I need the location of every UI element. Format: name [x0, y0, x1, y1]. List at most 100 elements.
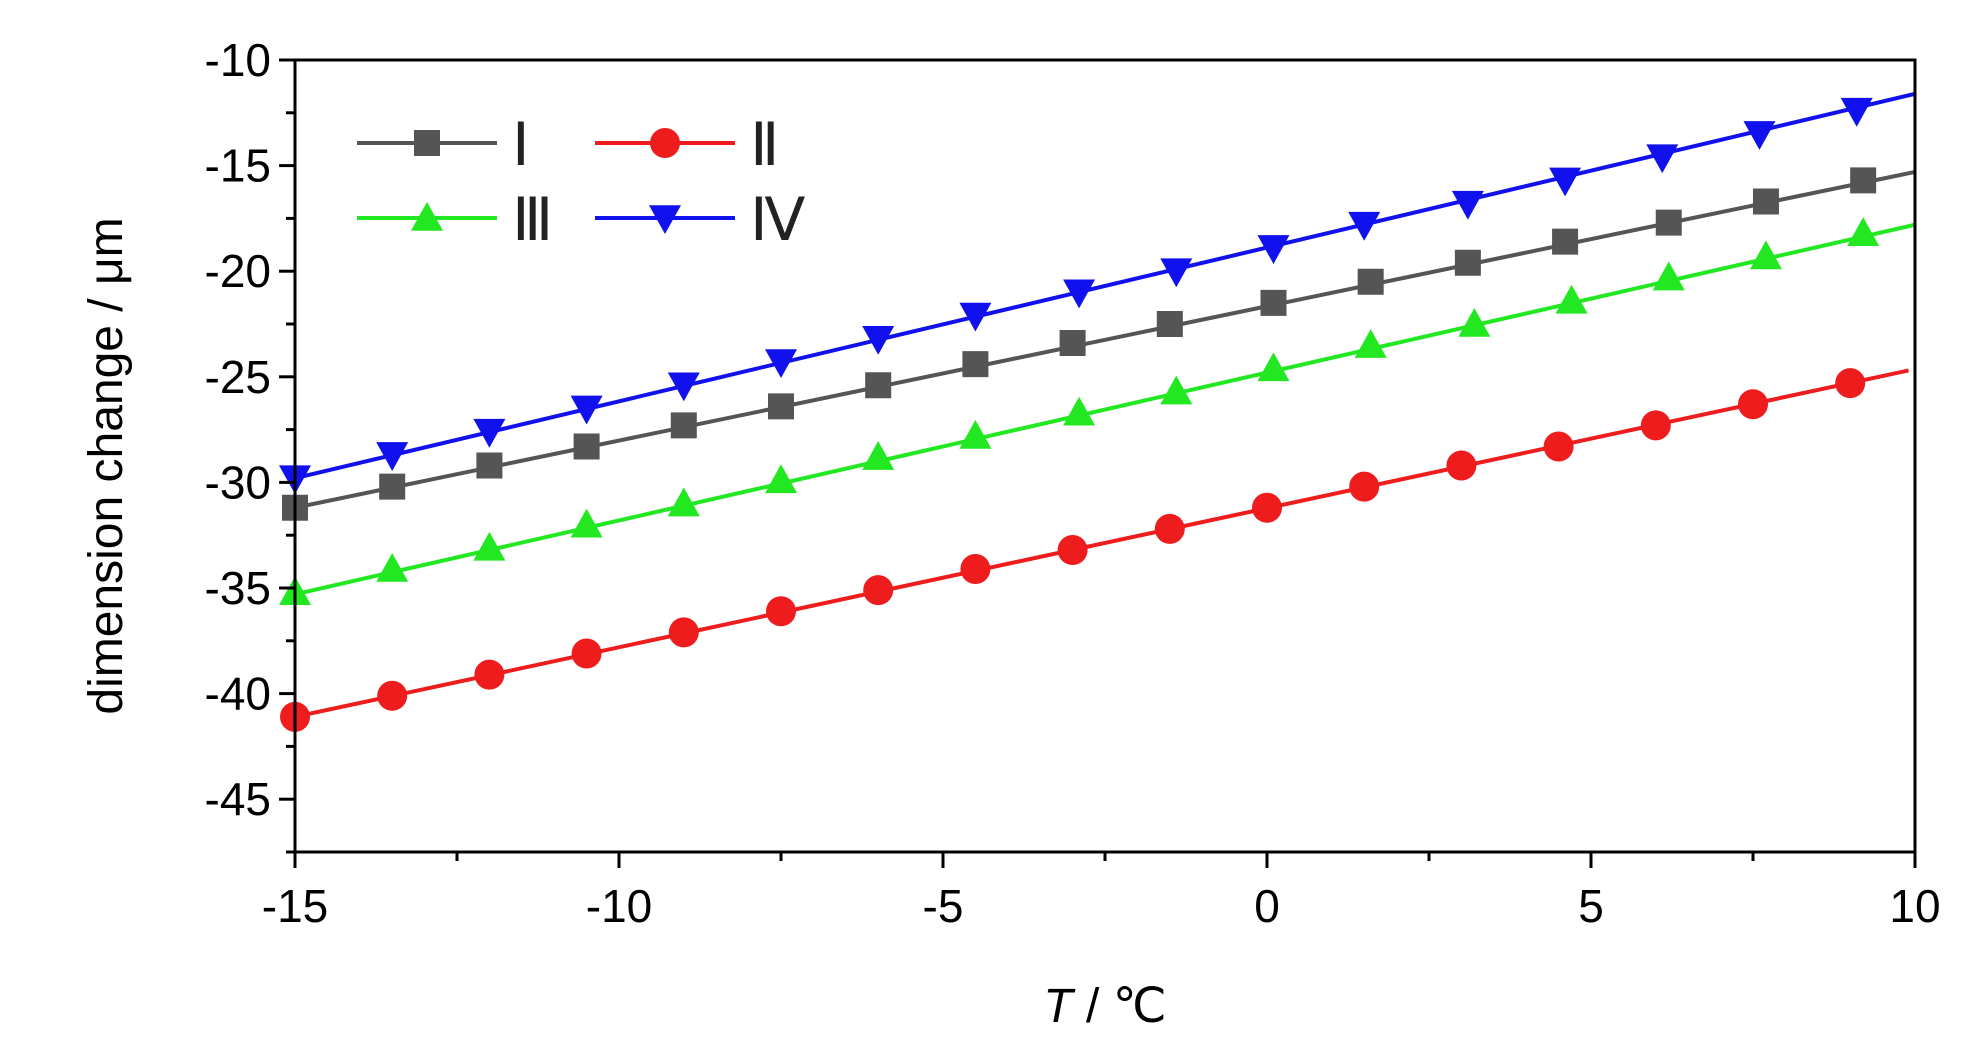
data-point: [1458, 308, 1491, 337]
y-tick-label: -30: [205, 456, 271, 508]
x-tick-label: 0: [1254, 880, 1280, 932]
data-point: [1646, 144, 1679, 174]
data-point: [1543, 431, 1574, 462]
data-point: [765, 349, 797, 379]
legend-label: Ⅳ: [750, 187, 805, 253]
data-point: [862, 441, 895, 470]
legend-swatch-marker: [411, 202, 443, 231]
legend-swatch-marker: [414, 130, 440, 156]
legend-label: Ⅱ: [750, 112, 780, 178]
data-point: [670, 412, 697, 439]
data-point: [1451, 190, 1484, 220]
data-point: [1652, 261, 1685, 291]
series-3: [279, 217, 1916, 606]
data-point: [1252, 492, 1282, 523]
data-point: [1549, 167, 1582, 197]
y-tick-label: -35: [205, 562, 271, 614]
data-point: [1354, 329, 1387, 358]
data-point: [1454, 249, 1481, 276]
data-point: [865, 372, 892, 399]
data-point: [1752, 188, 1779, 215]
series-line: [294, 368, 1909, 719]
series-line: [294, 169, 1916, 510]
legend: Ⅰ Ⅱ Ⅲ Ⅳ: [357, 112, 805, 253]
data-point: [1260, 289, 1287, 316]
data-point: [473, 418, 506, 448]
data-point: [1057, 534, 1088, 565]
data-point: [1555, 284, 1588, 314]
data-point: [1749, 240, 1782, 270]
data-point: [1840, 97, 1873, 127]
x-axis-title: T / ℃: [1043, 980, 1166, 1033]
x-tick-label: 10: [1889, 880, 1940, 932]
y-tick-label: -45: [205, 773, 271, 825]
data-point: [1640, 410, 1671, 441]
series-2: [280, 368, 1909, 732]
series-line: [294, 91, 1916, 481]
data-point: [1160, 375, 1193, 405]
data-point: [668, 617, 699, 648]
data-point: [1257, 352, 1290, 382]
legend-label: Ⅰ: [512, 112, 530, 178]
data-point: [377, 680, 408, 711]
y-tick-label: -10: [205, 34, 271, 86]
x-tick-label: -10: [586, 880, 652, 932]
data-point: [1655, 209, 1682, 236]
data-point: [476, 452, 503, 479]
series-line: [294, 222, 1916, 597]
data-point: [376, 442, 409, 471]
legend-swatch-marker: [650, 128, 680, 158]
data-point: [863, 575, 894, 606]
data-point: [667, 372, 700, 402]
data-point: [667, 487, 700, 517]
data-point: [571, 638, 602, 669]
data-point: [1850, 167, 1877, 194]
legend-swatch-marker: [649, 205, 681, 234]
data-point: [1156, 311, 1183, 337]
data-point: [473, 531, 506, 561]
data-point: [962, 351, 989, 378]
legend-label: Ⅲ: [512, 187, 553, 253]
data-point: [573, 433, 600, 460]
data-point: [1552, 228, 1579, 255]
data-point: [474, 659, 505, 690]
data-point: [766, 596, 796, 627]
y-tick-label: -15: [205, 140, 271, 192]
x-axis-title-variable: T: [1043, 980, 1076, 1033]
data-point: [379, 473, 406, 500]
data-point: [1357, 268, 1384, 295]
data-point: [1059, 330, 1086, 357]
data-point: [570, 395, 603, 425]
x-axis-title-unit: / ℃: [1073, 980, 1167, 1033]
legend-item: Ⅲ: [357, 187, 553, 253]
y-tick-label: -20: [205, 245, 271, 297]
data-point: [960, 553, 991, 584]
y-axis-ticks: -45 -40 -35 -30 -25 -20 -15 -10: [205, 34, 295, 854]
y-tick-label: -25: [205, 351, 271, 403]
data-point: [1160, 258, 1193, 288]
data-point: [768, 393, 794, 420]
legend-item: Ⅰ: [357, 112, 530, 178]
x-tick-label: -5: [923, 880, 964, 932]
legend-item: Ⅳ: [595, 187, 805, 253]
data-point: [765, 464, 797, 494]
legend-item: Ⅱ: [595, 112, 780, 178]
data-point: [1348, 211, 1381, 241]
data-point: [1743, 121, 1776, 150]
data-point: [1063, 279, 1096, 309]
data-point: [862, 325, 895, 355]
data-point: [1154, 513, 1185, 544]
data-point: [1835, 368, 1866, 399]
data-point: [1257, 235, 1290, 264]
data-point: [570, 508, 603, 538]
data-point: [1446, 450, 1477, 481]
data-point: [1847, 217, 1880, 246]
x-tick-label: 5: [1578, 880, 1604, 932]
x-axis-ticks: -15 -10 -5 0 5 10: [262, 852, 1941, 932]
data-point: [1738, 389, 1768, 420]
data-point: [1349, 471, 1380, 502]
series-layer: [279, 91, 1916, 732]
x-tick-label: -15: [262, 880, 328, 932]
data-point: [959, 302, 992, 332]
